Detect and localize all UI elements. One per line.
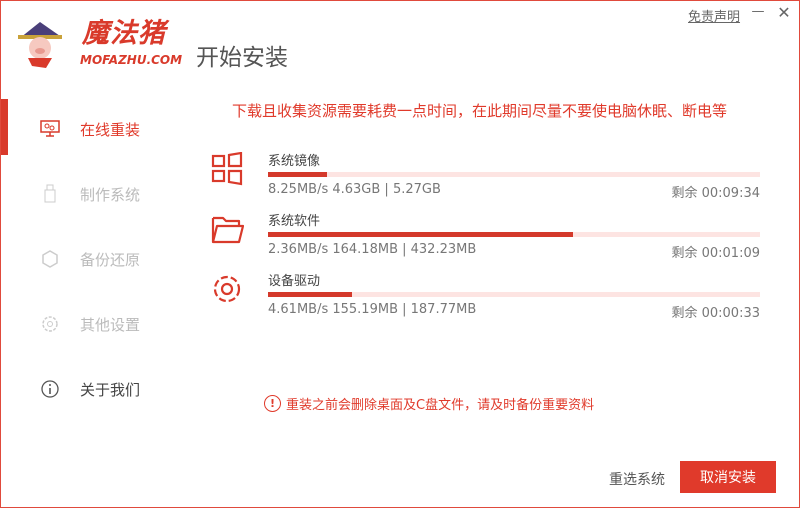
progress-bar bbox=[268, 292, 760, 297]
active-indicator bbox=[1, 99, 8, 155]
sidebar-item-make-system[interactable]: 制作系统 bbox=[38, 179, 140, 209]
disclaimer-link[interactable]: 免责声明 bbox=[688, 10, 741, 25]
close-button[interactable]: ✕ bbox=[777, 3, 791, 22]
sidebar-item-about[interactable]: 关于我们 bbox=[38, 374, 140, 404]
task-device-drivers: 设备驱动 4.61MB/s 155.19MB | 187.77MB 剩余 00:… bbox=[210, 272, 760, 328]
monitor-icon bbox=[38, 117, 62, 141]
task-name: 设备驱动 bbox=[268, 274, 321, 289]
sidebar-item-label: 制作系统 bbox=[80, 185, 141, 204]
warning-text: 重装之前会删除桌面及C盘文件，请及时备份重要资料 bbox=[286, 398, 595, 413]
backup-icon bbox=[38, 247, 62, 271]
task-stats: 4.61MB/s 155.19MB | 187.77MB bbox=[268, 302, 477, 317]
reselect-system-button[interactable]: 重选系统 bbox=[609, 472, 665, 488]
brand-name: 魔法猪 bbox=[82, 18, 166, 49]
pig-mascot-icon bbox=[18, 22, 62, 68]
task-name: 系统软件 bbox=[268, 214, 321, 229]
folder-icon bbox=[211, 216, 244, 244]
usb-icon bbox=[38, 182, 62, 206]
progress-fill bbox=[268, 292, 352, 297]
task-remaining: 剩余 00:00:33 bbox=[671, 306, 760, 321]
windows-icon bbox=[211, 152, 243, 186]
sidebar-item-online-reinstall[interactable]: 在线重装 bbox=[38, 114, 140, 144]
sidebar-item-label: 关于我们 bbox=[80, 380, 141, 399]
progress-bar bbox=[268, 172, 760, 177]
cancel-install-button[interactable]: 取消安装 bbox=[680, 461, 776, 493]
gear-icon bbox=[213, 275, 241, 303]
minimize-button[interactable]: — bbox=[751, 4, 765, 19]
sidebar-item-backup-restore[interactable]: 备份还原 bbox=[38, 244, 140, 274]
task-system-image: 系统镜像 8.25MB/s 4.63GB | 5.27GB 剩余 00:09:3… bbox=[210, 152, 760, 208]
page-title: 开始安装 bbox=[196, 45, 288, 71]
progress-fill bbox=[268, 232, 574, 237]
brand-url: MOFAZHU.COM bbox=[80, 53, 183, 67]
progress-bar bbox=[268, 232, 760, 237]
task-system-software: 系统软件 2.36MB/s 164.18MB | 432.23MB 剩余 00:… bbox=[210, 212, 760, 268]
task-stats: 8.25MB/s 4.63GB | 5.27GB bbox=[268, 182, 441, 197]
task-stats: 2.36MB/s 164.18MB | 432.23MB bbox=[268, 242, 477, 257]
sidebar-item-label: 备份还原 bbox=[80, 250, 141, 269]
sidebar-item-label: 在线重装 bbox=[80, 120, 141, 139]
notice-text: 下载且收集资源需要耗费一点时间，在此期间尽量不要使电脑休眠、断电等 bbox=[232, 102, 728, 120]
sidebar-item-label: 其他设置 bbox=[80, 315, 141, 334]
sidebar-item-other-settings[interactable]: 其他设置 bbox=[38, 309, 140, 339]
gear-icon bbox=[38, 312, 62, 336]
warning-message: ! 重装之前会删除桌面及C盘文件，请及时备份重要资料 bbox=[264, 394, 594, 413]
task-remaining: 剩余 00:09:34 bbox=[671, 186, 760, 201]
task-remaining: 剩余 00:01:09 bbox=[671, 246, 760, 261]
warning-icon: ! bbox=[264, 395, 281, 412]
task-name: 系统镜像 bbox=[268, 154, 321, 169]
info-icon bbox=[38, 377, 62, 401]
progress-fill bbox=[268, 172, 328, 177]
logo: 魔法猪 MOFAZHU.COM bbox=[16, 18, 182, 72]
